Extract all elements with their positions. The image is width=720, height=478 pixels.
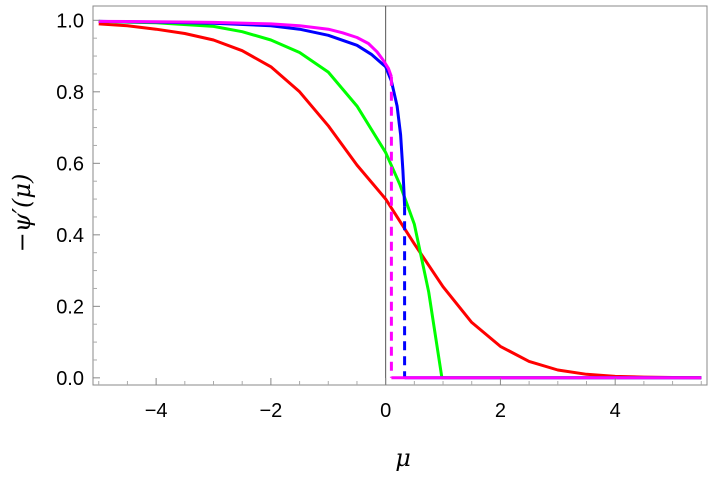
y-tick-label: 0.8: [56, 82, 84, 104]
y-tick-label: 0.4: [56, 225, 84, 247]
series-layer: [98, 19, 702, 380]
y-tick-label: 0.6: [56, 153, 84, 175]
x-tick-label: 2: [495, 400, 506, 422]
plot-frame: [92, 5, 708, 386]
y-tick-label: 1.0: [56, 10, 84, 32]
x-tick-label: 4: [610, 400, 621, 422]
series-line: [98, 22, 702, 380]
y-tick-label: 0.0: [56, 368, 84, 390]
series-line: [98, 19, 393, 78]
series-line: [98, 19, 407, 207]
x-tick-label: −4: [145, 400, 168, 422]
x-tick-label: 0: [380, 400, 391, 422]
plot-border: [92, 5, 708, 386]
y-axis-title: −ψ′(μ): [8, 174, 36, 253]
x-axis-title: μ: [395, 444, 411, 472]
series-line: [98, 19, 702, 380]
x-tick-label: −2: [259, 400, 282, 422]
y-tick-label: 0.2: [56, 296, 84, 318]
tick-layer: −4 −2 0 2 4 0.0 0.2 0.4 0.6 0.8 1.0: [56, 10, 702, 422]
